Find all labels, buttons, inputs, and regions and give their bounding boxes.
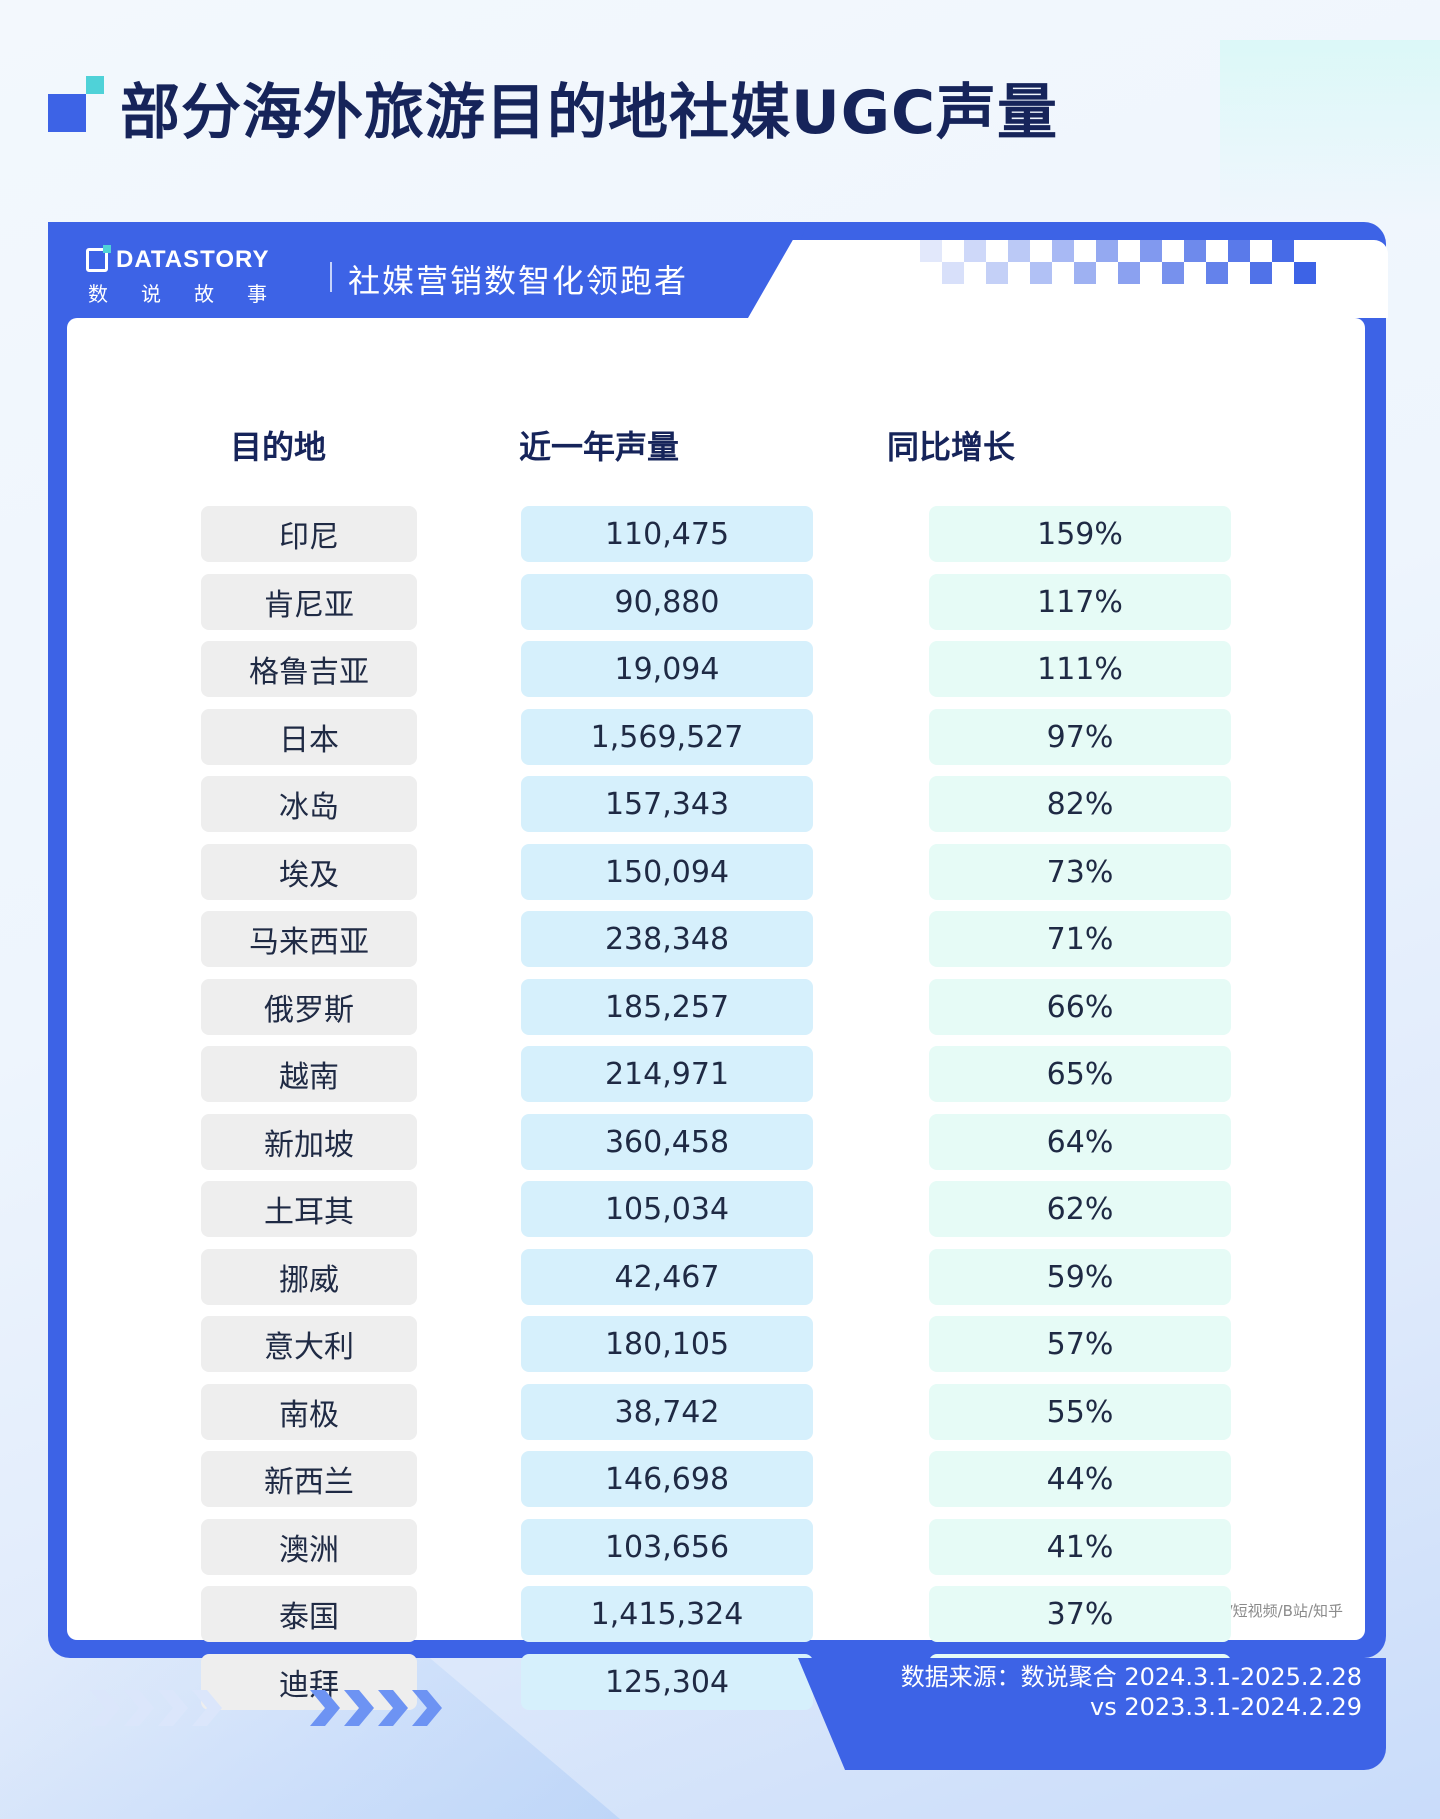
cell-destination: 肯尼亚 [201, 574, 417, 630]
brand-divider [330, 262, 332, 292]
footer-tab [798, 1658, 1386, 1770]
background-glow [1220, 40, 1440, 220]
cell-destination: 格鲁吉亚 [201, 641, 417, 697]
page-title: 部分海外旅游目的地社媒UGC声量 [120, 78, 1059, 148]
cell-destination: 越南 [201, 1046, 417, 1102]
checker-square [1008, 240, 1030, 262]
cell-volume: 19,094 [521, 641, 813, 697]
column-header-destination: 目的地 [229, 428, 326, 466]
source-line-1: 数据来源：数说聚合 2024.3.1-2025.2.28 [900, 1663, 1362, 1691]
source-note: 数据来源：数说聚合 2024.3.1-2025.2.28 vs 2023.3.1… [901, 1662, 1362, 1722]
brand-logo: DATASTORY 数说故事 [86, 244, 318, 306]
cell-volume: 103,656 [521, 1519, 813, 1575]
cell-destination: 澳洲 [201, 1519, 417, 1575]
cell-growth: 57% [929, 1316, 1231, 1372]
checker-square [1184, 240, 1206, 262]
checker-square [1096, 240, 1118, 262]
logo-icon [86, 245, 111, 272]
cell-destination: 泰国 [201, 1586, 417, 1642]
cell-destination: 印尼 [201, 506, 417, 562]
table-card: DATASTORY 数说故事 社媒营销数智化领跑者 目的地 近一年声量 同比增长… [48, 222, 1388, 1710]
checker-square [1206, 262, 1228, 284]
cell-volume: 150,094 [521, 844, 813, 900]
cell-growth: 73% [929, 844, 1231, 900]
cell-growth: 65% [929, 1046, 1231, 1102]
cell-growth: 111% [929, 641, 1231, 697]
cell-growth: 59% [929, 1249, 1231, 1305]
column-header-growth: 同比增长 [886, 428, 1015, 466]
cell-growth: 55% [929, 1384, 1231, 1440]
logo-text-en: DATASTORY [116, 246, 270, 273]
cell-volume: 42,467 [521, 1249, 813, 1305]
checker-square [986, 262, 1008, 284]
checker-square [1140, 240, 1162, 262]
title-mark-icon [48, 76, 104, 132]
cell-destination: 南极 [201, 1384, 417, 1440]
cell-volume: 90,880 [521, 574, 813, 630]
checker-square [964, 240, 986, 262]
cell-volume: 180,105 [521, 1316, 813, 1372]
cell-volume: 185,257 [521, 979, 813, 1035]
logo-text-cn: 数说故事 [88, 282, 300, 306]
cell-volume: 146,698 [521, 1451, 813, 1507]
checker-square [1118, 262, 1140, 284]
data-table: 目的地 近一年声量 同比增长 数据阵地：微博/小红书/短视频/B站/知乎 印尼1… [67, 318, 1365, 1710]
cell-volume: 157,343 [521, 776, 813, 832]
cell-volume: 38,742 [521, 1384, 813, 1440]
decorative-arrows-left [90, 1690, 222, 1734]
cell-destination: 挪威 [201, 1249, 417, 1305]
checker-square [1272, 240, 1294, 262]
brand-tagline: 社媒营销数智化领跑者 [348, 262, 689, 300]
cell-destination: 日本 [201, 709, 417, 765]
cell-growth: 97% [929, 709, 1231, 765]
cell-volume: 125,304 [521, 1654, 813, 1710]
cell-growth: 44% [929, 1451, 1231, 1507]
checker-square [1294, 262, 1316, 284]
checker-square [1228, 240, 1250, 262]
cell-destination: 意大利 [201, 1316, 417, 1372]
cell-volume: 110,475 [521, 506, 813, 562]
cell-destination: 马来西亚 [201, 911, 417, 967]
cell-destination: 埃及 [201, 844, 417, 900]
checker-square [942, 262, 964, 284]
cell-growth: 82% [929, 776, 1231, 832]
header-panel [48, 222, 808, 318]
checker-square [1052, 240, 1074, 262]
cell-growth: 66% [929, 979, 1231, 1035]
checker-square [1250, 262, 1272, 284]
cell-destination: 土耳其 [201, 1181, 417, 1237]
checker-square [1074, 262, 1096, 284]
cell-growth: 41% [929, 1519, 1231, 1575]
cell-volume: 1,415,324 [521, 1586, 813, 1642]
checker-square [1162, 262, 1184, 284]
cell-destination: 新西兰 [201, 1451, 417, 1507]
cell-destination: 俄罗斯 [201, 979, 417, 1035]
cell-growth: 64% [929, 1114, 1231, 1170]
column-header-volume: 近一年声量 [518, 428, 679, 466]
cell-volume: 105,034 [521, 1181, 813, 1237]
cell-volume: 238,348 [521, 911, 813, 967]
checker-square [920, 240, 942, 262]
cell-volume: 214,971 [521, 1046, 813, 1102]
checker-square [1030, 262, 1052, 284]
cell-growth: 37% [929, 1586, 1231, 1642]
cell-growth: 62% [929, 1181, 1231, 1237]
cell-growth: 117% [929, 574, 1231, 630]
decorative-arrows-right [310, 1690, 442, 1734]
cell-destination: 新加坡 [201, 1114, 417, 1170]
source-line-2: vs 2023.3.1-2024.2.29 [1089, 1693, 1362, 1721]
cell-volume: 1,569,527 [521, 709, 813, 765]
cell-destination: 冰岛 [201, 776, 417, 832]
cell-volume: 360,458 [521, 1114, 813, 1170]
cell-growth: 71% [929, 911, 1231, 967]
cell-growth: 159% [929, 506, 1231, 562]
